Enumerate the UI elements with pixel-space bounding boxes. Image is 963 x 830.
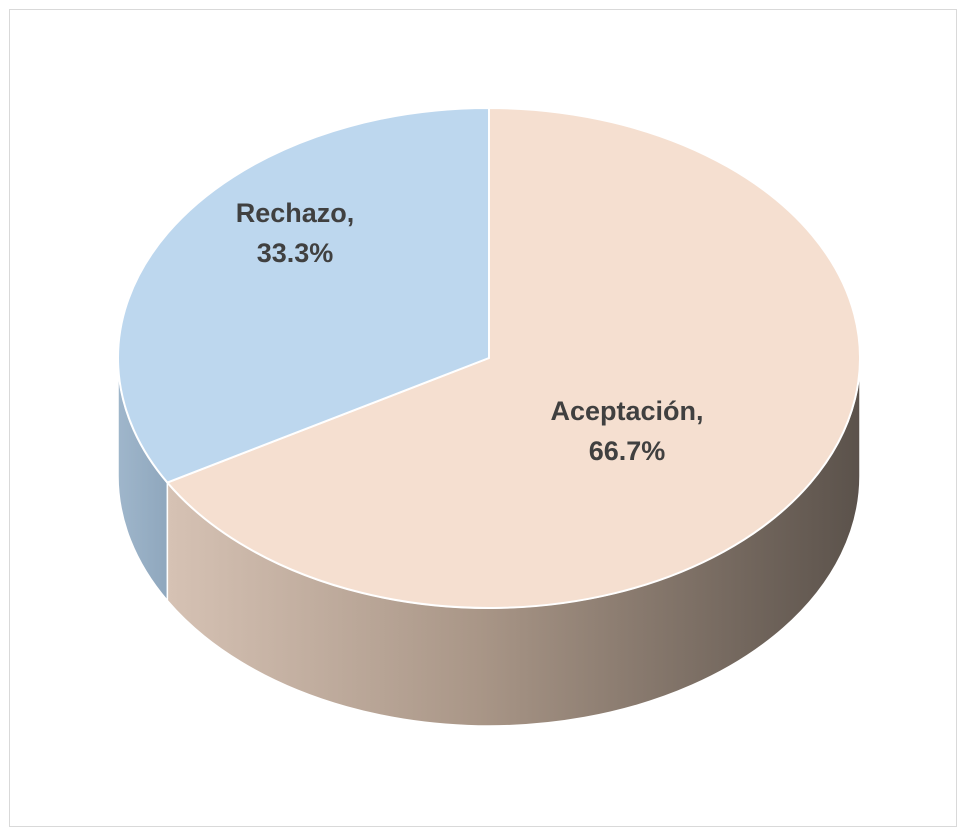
- label-aceptacion-line2: 66.7%: [589, 436, 666, 466]
- label-aceptacion-line1: Aceptación,: [550, 396, 703, 426]
- label-rechazo-line1: Rechazo,: [236, 198, 355, 228]
- slice-rechazo: [117, 107, 490, 484]
- label-rechazo-line2: 33.3%: [257, 238, 334, 268]
- slice-aceptacion: [166, 107, 861, 609]
